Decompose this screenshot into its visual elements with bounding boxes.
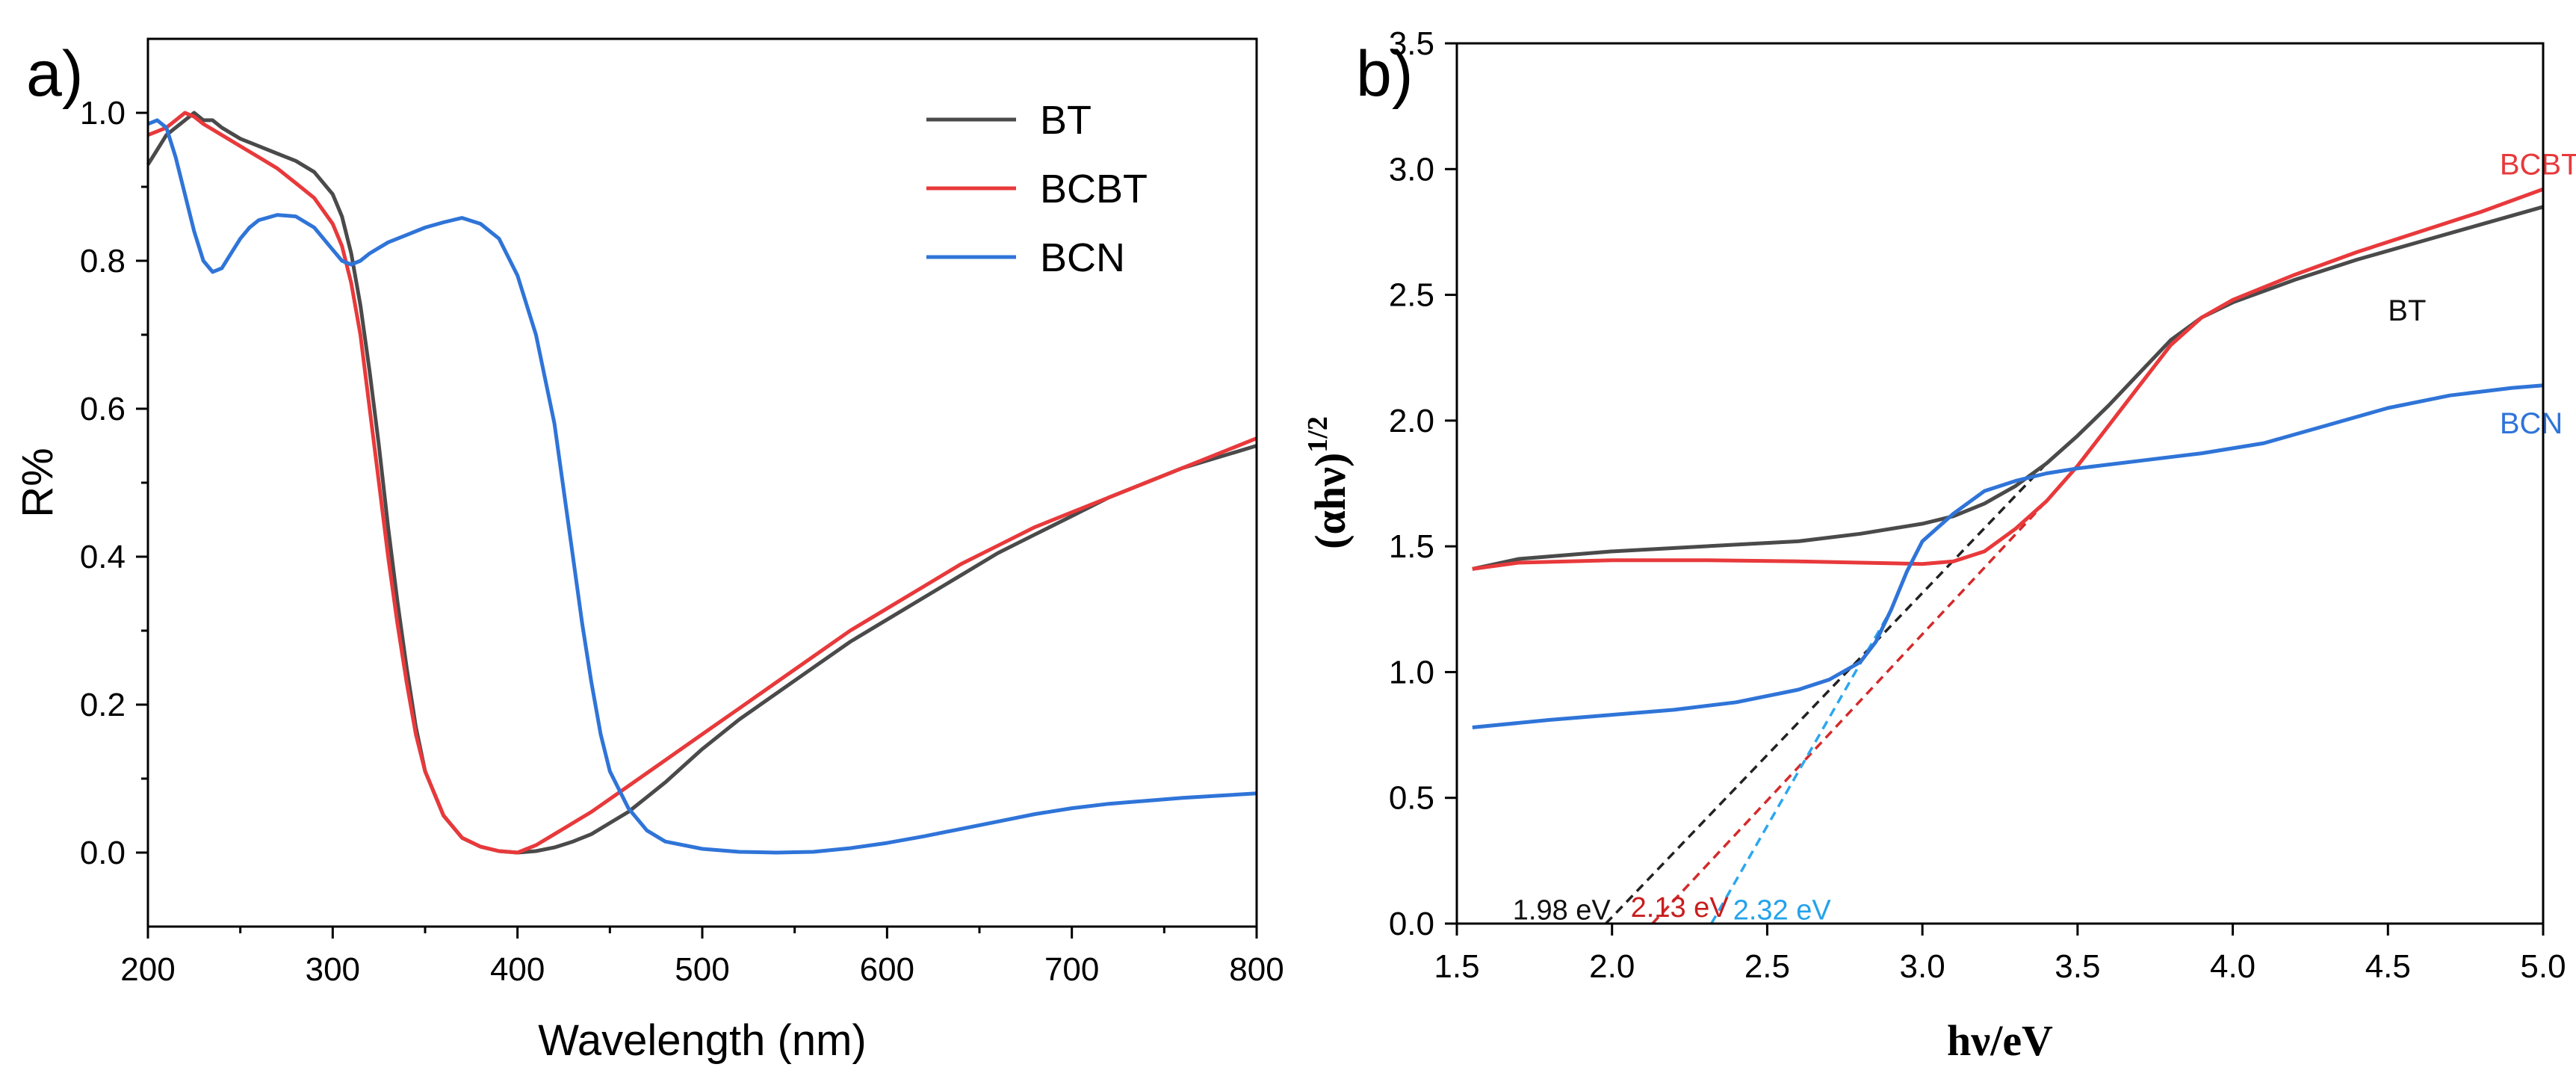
panel-a-y-tick-label: 0.8 — [80, 243, 126, 279]
panel-b-y-axis-label-sup: 1/2 — [1302, 416, 1334, 453]
panel-b-y-tick-label: 1.5 — [1389, 528, 1434, 565]
panel-b-y-tick-label: 3.5 — [1389, 25, 1434, 62]
panel-a-y-tick-label: 0.0 — [80, 835, 126, 871]
panel-a-plot-area — [146, 111, 1257, 855]
panel-b-series-bcn-line — [1472, 383, 2544, 729]
panel-a-legend: BT BCBT BCN — [926, 98, 1148, 280]
panel-b-bandgap-label-bcbt: 2.13 eV — [1631, 892, 1730, 924]
panel-b-x-tick-label: 4.5 — [2365, 948, 2411, 985]
panel-a-legend-label-bcbt: BCBT — [1040, 167, 1148, 211]
panel-a-chart: a) 200 300 400 500 600 700 800 0.0 0.2 0.4 0.6 0.8 1… — [13, 37, 1284, 1065]
panel-a-x-tick-label: 400 — [490, 951, 545, 988]
panel-b-y-axis-label: (αhν)1/2 — [1302, 416, 1354, 549]
panel-b-y-axis-label-main: (αhν) — [1306, 453, 1354, 549]
panel-a-y-tick-label: 1.0 — [80, 95, 126, 132]
panel-a-y-axis-label: R% — [13, 448, 62, 517]
panel-a-x-tick-label: 600 — [860, 951, 914, 988]
panel-b-x-tick-label: 1.5 — [1434, 948, 1479, 985]
panel-b-x-tick-label: 4.0 — [2210, 948, 2255, 985]
panel-b-series-bt-line — [1472, 205, 2544, 571]
panel-b-series-label-bt: BT — [2388, 294, 2426, 327]
panel-a-label: a) — [26, 38, 83, 110]
panel-b-y-tick-label: 0.5 — [1389, 780, 1434, 817]
panel-b-plot-area: BT BCBT BCN 1.98 eV 2.13 eV 2.32 eV — [1472, 149, 2576, 927]
panel-b-x-tick-label: 2.0 — [1589, 948, 1635, 985]
panel-a-ticks: 200 300 400 500 600 700 800 0.0 0.2 0.4 0.6 0.8 1.0 — [80, 95, 1284, 988]
panel-a-legend-label-bcn: BCN — [1040, 235, 1125, 280]
panel-b-y-tick-label: 2.5 — [1389, 277, 1434, 314]
panel-a-x-tick-label: 800 — [1229, 951, 1284, 988]
panel-b-chart: b) BT BCBT BCN 1.98 eV 2.13 eV 2.32 eV 1.5 2.0… — [1302, 25, 2576, 1065]
panel-b-tangent-bt — [1605, 462, 2048, 925]
panel-a-x-tick-label: 200 — [120, 951, 175, 988]
panel-b-series-bcbt-line — [1472, 187, 2544, 571]
panel-b-series-label-bcbt: BCBT — [2500, 149, 2576, 182]
panel-b-y-tick-label: 3.0 — [1389, 151, 1434, 188]
panel-a-legend-label-bt: BT — [1040, 98, 1092, 143]
panel-b-bandgap-label-bt: 1.98 eV — [1513, 895, 1611, 927]
panel-a-y-tick-label: 0.2 — [80, 687, 126, 723]
panel-b-y-tick-label: 0.0 — [1389, 906, 1434, 942]
panel-b-x-tick-label: 3.5 — [2055, 948, 2100, 985]
panel-b-y-tick-label: 2.0 — [1389, 403, 1434, 439]
panel-b-ticks: 1.5 2.0 2.5 3.0 3.5 4.0 4.5 5.0 0.0 0.5 1.0 1.5 2.0 2… — [1389, 25, 2566, 985]
panel-b-y-tick-label: 1.0 — [1389, 654, 1434, 690]
panel-b-x-axis-label: hν/eV — [1947, 1016, 2053, 1065]
panel-b-x-tick-label: 3.0 — [1900, 948, 1945, 985]
panel-b-series-label-bcn: BCN — [2500, 407, 2563, 440]
panel-b-bandgap-label-bcn: 2.32 eV — [1733, 895, 1832, 927]
panel-a-x-tick-label: 300 — [306, 951, 360, 988]
panel-a-series-bt-line — [146, 111, 1257, 855]
panel-a-y-tick-label: 0.4 — [80, 539, 126, 575]
panel-a-x-axis-label: Wavelength (nm) — [538, 1016, 866, 1065]
panel-a-series-bcbt-line — [147, 111, 1257, 855]
panel-a-y-tick-label: 0.6 — [80, 391, 126, 427]
panel-a-x-tick-label: 700 — [1044, 951, 1099, 988]
panel-a-series-bcn-line — [147, 118, 1257, 855]
panel-b-tangent-bcbt — [1651, 500, 2048, 925]
panel-b-label: b) — [1356, 38, 1413, 110]
panel-b-x-tick-label: 5.0 — [2520, 948, 2566, 985]
panel-b-axes-frame — [1455, 42, 2545, 925]
panel-a-x-tick-label: 500 — [675, 951, 729, 988]
panel-b-x-tick-label: 2.5 — [1744, 948, 1790, 985]
